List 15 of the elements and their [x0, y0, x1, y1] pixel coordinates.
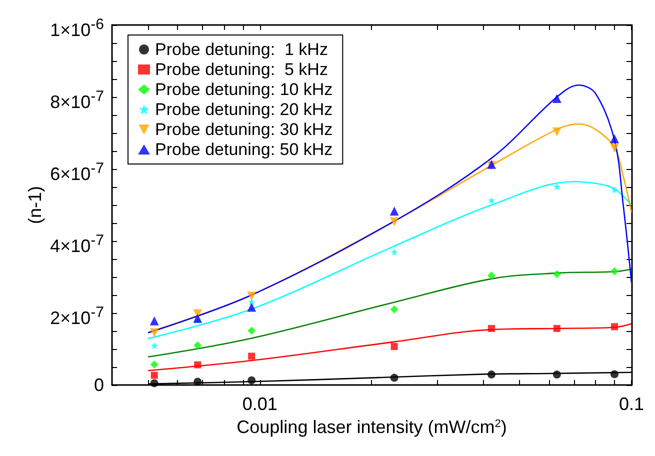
- y-axis-title: (n-1): [25, 186, 45, 224]
- y-tick-label: 0: [94, 374, 104, 396]
- x-tick-label: 0.1: [618, 394, 644, 414]
- y-tick-label: 8×10$^{-7}$: [50, 87, 104, 113]
- y-tick-label: 6×10$^{-7}$: [50, 159, 104, 185]
- legend-label: Probe detuning: 1 kHz: [155, 40, 328, 59]
- y-tick-label: 4×10$^{-7}$: [50, 231, 104, 257]
- legend-label: Probe detuning: 50 kHz: [155, 140, 333, 159]
- legend-label: Probe detuning: 20 kHz: [155, 100, 333, 119]
- legend-label: Probe detuning: 5 kHz: [155, 60, 328, 79]
- x-tick-label: 0.01: [242, 394, 278, 414]
- legend-label: Probe detuning: 10 kHz: [155, 80, 333, 99]
- y-tick-label: 1×10$^{-6}$: [50, 15, 104, 41]
- legend-label: Probe detuning: 30 kHz: [155, 120, 333, 139]
- y-tick-label: 2×10$^{-7}$: [50, 303, 104, 329]
